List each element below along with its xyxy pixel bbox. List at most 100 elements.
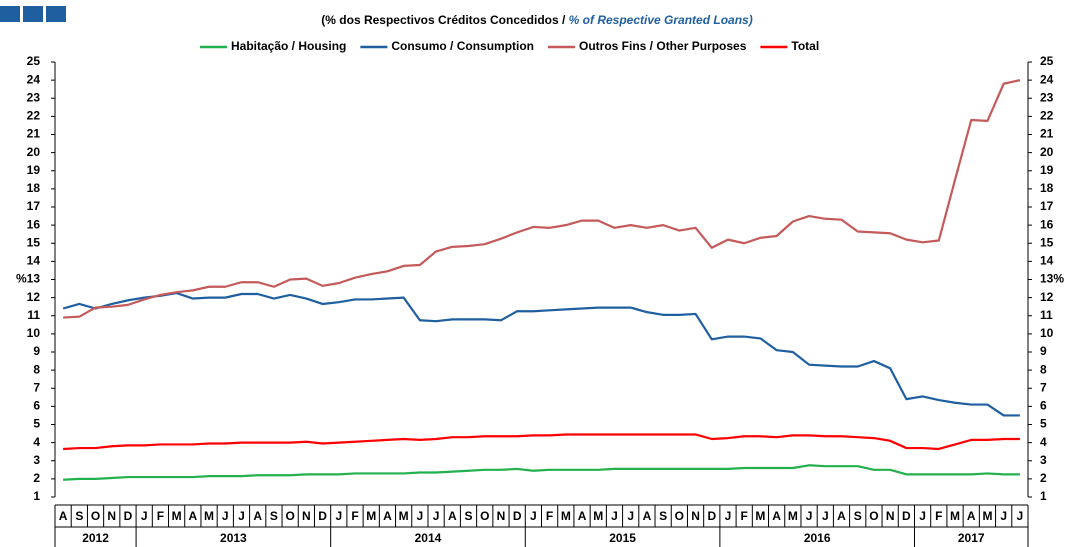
y2-tick-label: 4 bbox=[1040, 435, 1047, 449]
x-tick-label: S bbox=[270, 509, 278, 523]
series-line bbox=[63, 433, 1020, 451]
x-tick-label: J bbox=[141, 509, 148, 523]
x-tick-label: O bbox=[675, 509, 684, 523]
y-tick-label: 4 bbox=[33, 435, 40, 449]
x-tick-label: M bbox=[366, 509, 376, 523]
y-tick-label: 25 bbox=[27, 54, 41, 68]
x-tick-label: D bbox=[318, 509, 327, 523]
y-tick-label: 3 bbox=[33, 453, 40, 467]
x-tick-label: A bbox=[253, 509, 262, 523]
logo-block bbox=[46, 6, 66, 22]
x-tick-label: J bbox=[1017, 509, 1024, 523]
legend-label: Habitação / Housing bbox=[231, 39, 346, 53]
x-tick-label: N bbox=[107, 509, 116, 523]
y2-tick-label: 24 bbox=[1040, 72, 1054, 86]
x-tick-label: F bbox=[546, 509, 553, 523]
y2-tick-label: 22 bbox=[1040, 109, 1054, 123]
y2-tick-label: 12 bbox=[1040, 290, 1054, 304]
y2-tick-label: 25 bbox=[1040, 54, 1054, 68]
y-tick-label: 9 bbox=[33, 344, 40, 358]
x-tick-label: M bbox=[561, 509, 571, 523]
legend-label: Total bbox=[791, 39, 819, 53]
y-tick-label: 15 bbox=[27, 235, 41, 249]
x-tick-label: N bbox=[302, 509, 311, 523]
series-line bbox=[63, 79, 1021, 319]
y2-tick-label: 18 bbox=[1040, 181, 1054, 195]
x-tick-label: A bbox=[448, 509, 457, 523]
x-tick-label: F bbox=[935, 509, 942, 523]
y-tick-label: 24 bbox=[27, 72, 41, 86]
x-tick-label: D bbox=[707, 509, 716, 523]
y2-tick-label: 23 bbox=[1040, 90, 1054, 104]
series-line bbox=[62, 291, 1020, 417]
x-tick-label: J bbox=[627, 509, 634, 523]
x-tick-label: O bbox=[285, 509, 294, 523]
y-tick-label: 6 bbox=[33, 399, 40, 413]
x-tick-label: J bbox=[238, 509, 245, 523]
y-tick-label: 8 bbox=[33, 362, 40, 376]
x-tick-label: A bbox=[578, 509, 587, 523]
x-tick-label: S bbox=[854, 509, 862, 523]
x-tick-label: M bbox=[788, 509, 798, 523]
y2-tick-label: 20 bbox=[1040, 145, 1054, 159]
subtitle: (% dos Respectivos Créditos Concedidos /… bbox=[321, 13, 752, 27]
x-tick-label: J bbox=[806, 509, 813, 523]
x-tick-label: J bbox=[335, 509, 342, 523]
x-tick-label: N bbox=[691, 509, 700, 523]
year-label: 2016 bbox=[804, 531, 831, 545]
y-tick-label: 16 bbox=[27, 217, 41, 231]
y-tick-label: 19 bbox=[27, 163, 41, 177]
y-tick-label: 12 bbox=[27, 290, 41, 304]
x-tick-label: D bbox=[124, 509, 133, 523]
y2-tick-label: 8 bbox=[1040, 362, 1047, 376]
y-tick-label: 18 bbox=[27, 181, 41, 195]
x-tick-label: O bbox=[480, 509, 489, 523]
subtitle-en: % of Respective Granted Loans) bbox=[569, 13, 753, 27]
y2-tick-label: 6 bbox=[1040, 399, 1047, 413]
x-tick-label: M bbox=[982, 509, 992, 523]
subtitle-pt: (% dos Respectivos Créditos Concedidos / bbox=[321, 13, 568, 27]
y-tick-label: 17 bbox=[27, 199, 41, 213]
y-tick-label: 2 bbox=[33, 471, 40, 485]
x-tick-label: J bbox=[611, 509, 618, 523]
legend-label: Outros Fins / Other Purposes bbox=[579, 39, 747, 53]
year-label: 2013 bbox=[220, 531, 247, 545]
x-tick-label: M bbox=[172, 509, 182, 523]
y-tick-label: 23 bbox=[27, 90, 41, 104]
x-tick-label: J bbox=[822, 509, 829, 523]
y2-tick-label: 2 bbox=[1040, 471, 1047, 485]
y2-tick-label: 3 bbox=[1040, 453, 1047, 467]
y-tick-label: 11 bbox=[27, 308, 40, 322]
x-tick-label: A bbox=[772, 509, 781, 523]
year-label: 2015 bbox=[609, 531, 636, 545]
y2-tick-label: 11 bbox=[1040, 308, 1053, 322]
x-tick-label: O bbox=[91, 509, 100, 523]
legend-label: Consumo / Consumption bbox=[391, 39, 534, 53]
x-tick-label: D bbox=[902, 509, 911, 523]
y2-tick-label: 13% bbox=[1040, 272, 1064, 286]
x-tick-label: J bbox=[222, 509, 229, 523]
y-tick-label: 1 bbox=[33, 489, 40, 503]
x-tick-label: S bbox=[465, 509, 473, 523]
x-tick-label: F bbox=[741, 509, 748, 523]
y-tick-label: 5 bbox=[33, 417, 40, 431]
logo-block bbox=[0, 6, 20, 22]
x-tick-label: S bbox=[75, 509, 83, 523]
x-tick-label: J bbox=[725, 509, 732, 523]
x-tick-label: J bbox=[433, 509, 440, 523]
y2-tick-label: 10 bbox=[1040, 326, 1054, 340]
y2-tick-label: 16 bbox=[1040, 217, 1054, 231]
x-tick-label: M bbox=[593, 509, 603, 523]
y-tick-label: 7 bbox=[33, 380, 40, 394]
y2-tick-label: 1 bbox=[1040, 489, 1047, 503]
x-tick-label: A bbox=[967, 509, 976, 523]
y2-tick-label: 15 bbox=[1040, 235, 1054, 249]
y2-tick-label: 21 bbox=[1040, 127, 1054, 141]
x-tick-label: M bbox=[399, 509, 409, 523]
y2-tick-label: 7 bbox=[1040, 380, 1047, 394]
x-tick-label: N bbox=[497, 509, 506, 523]
x-tick-label: A bbox=[837, 509, 846, 523]
y-tick-label: %13 bbox=[16, 272, 40, 286]
x-tick-label: N bbox=[886, 509, 895, 523]
